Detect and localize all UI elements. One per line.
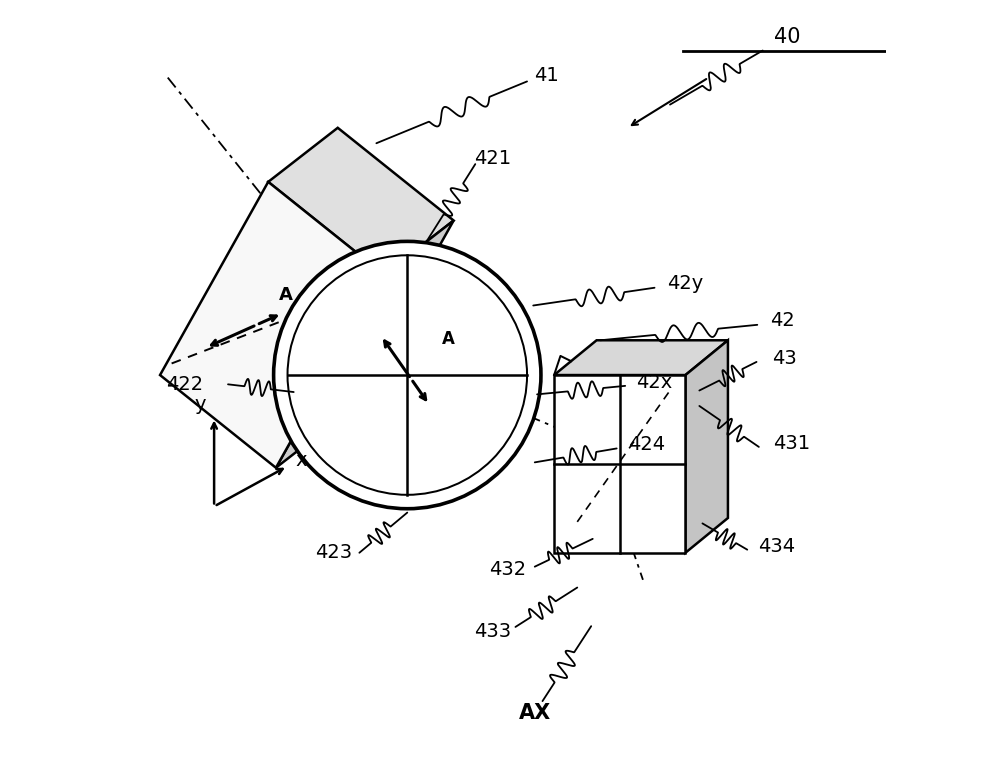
Text: x: x [296,451,307,469]
Polygon shape [685,341,728,553]
Text: 422: 422 [166,375,203,394]
Text: 42x: 42x [636,373,673,392]
Circle shape [274,241,541,508]
Text: 431: 431 [774,433,811,452]
Text: A: A [442,330,455,348]
Text: 41: 41 [534,66,559,85]
Text: 423: 423 [315,544,352,562]
Text: 424: 424 [628,435,665,454]
Text: A: A [279,287,293,305]
Text: 42y: 42y [667,274,704,294]
Circle shape [288,255,527,495]
Text: AX: AX [519,704,551,723]
Text: 42: 42 [770,312,794,330]
Text: y: y [194,395,206,414]
Text: 433: 433 [474,622,511,641]
Polygon shape [160,182,384,468]
Text: 434: 434 [758,537,795,556]
Polygon shape [268,128,454,275]
Polygon shape [554,375,685,553]
Text: 432: 432 [489,560,526,580]
Text: 40: 40 [774,27,801,47]
Text: 43: 43 [772,348,797,368]
Polygon shape [554,341,728,375]
Polygon shape [276,220,454,468]
Text: 421: 421 [474,149,511,168]
